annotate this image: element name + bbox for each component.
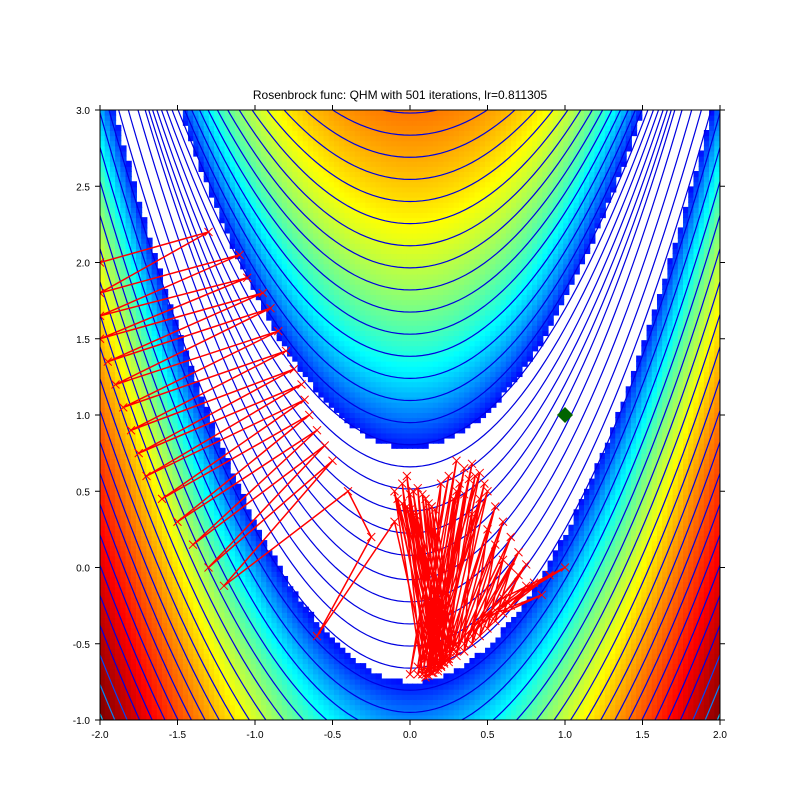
rosenbrock-plot: -2.0-1.5-1.0-0.50.00.51.01.52.0-1.0-0.50… [0,0,800,800]
chart-title: Rosenbrock func: QHM with 501 iterations… [0,88,800,102]
